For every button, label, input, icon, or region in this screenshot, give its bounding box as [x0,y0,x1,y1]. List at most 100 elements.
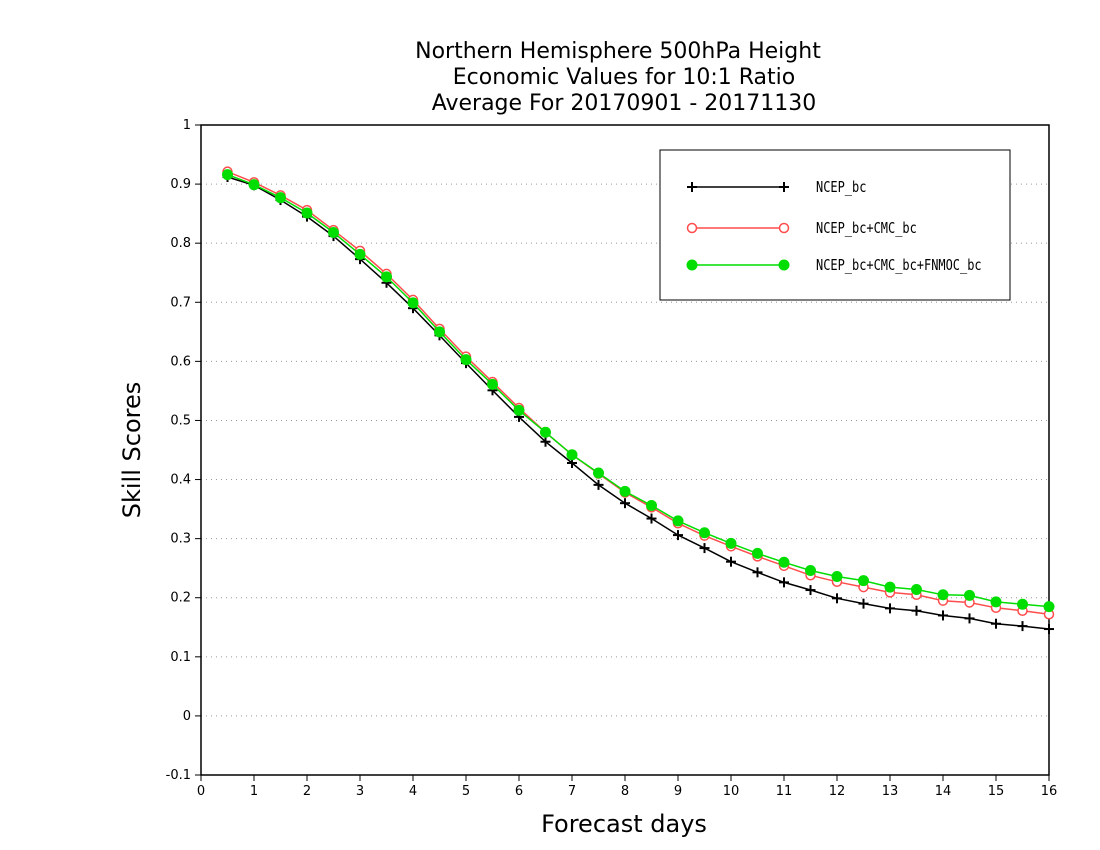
chart-title: Northern Hemisphere 500hPa Height Econom… [415,39,821,116]
data-point [858,575,869,587]
legend: NCEP_bc NCEP_bc+CMC_bc NCEP_bc+CMC_bc+FNMO… [659,149,1011,301]
legend-label: NCEP_bc+CMC_bc [816,219,917,237]
data-point [752,567,763,578]
data-point [646,513,657,524]
chart-title-line-3: Average For 20170901 - 20171130 [432,91,817,116]
x-tick-label: 7 [568,784,576,799]
x-tick-label: 12 [829,784,846,799]
y-tick-label: 0.2 [170,591,191,606]
legend-marker [686,259,698,271]
y-tick-label: -0.1 [166,768,191,783]
data-point [911,583,922,595]
series-layer [222,166,1055,635]
legend-marker [686,222,698,234]
data-point [964,589,975,601]
legend-marker [778,222,790,234]
x-tick-label: 11 [776,784,793,799]
data-point [540,426,551,438]
data-point [646,500,657,512]
data-point [805,565,816,577]
data-point [222,169,233,181]
y-tick-label: 0.9 [170,177,191,192]
chart-title-line-2: Economic Values for 10:1 Ratio [453,65,795,90]
data-point [699,527,710,539]
legend-item: NCEP_bc+CMC_bc [686,219,917,237]
data-point [407,297,419,309]
x-tick-label: 6 [515,784,523,799]
data-point [619,485,631,497]
y-tick-label: 0.4 [170,473,191,488]
data-point [725,537,737,549]
data-point [593,467,604,479]
legend-box [659,149,1011,301]
x-tick-label: 0 [197,784,205,799]
legend-marker [779,182,789,192]
chart-title-line-1: Northern Hemisphere 500hPa Height [415,39,821,64]
data-point [673,530,683,541]
data-point [540,436,551,447]
data-point [937,589,949,601]
legend-item: NCEP_bc+CMC_bc+FNMOC_bc [686,256,982,274]
data-point [964,613,975,624]
data-point [275,192,286,204]
legend-marker [687,182,697,192]
x-tick-label: 3 [356,784,364,799]
x-tick-label: 10 [723,784,740,799]
x-tick-label: 8 [621,784,629,799]
data-point [328,227,339,239]
data-point [911,605,922,616]
x-tick-label: 2 [303,784,311,799]
data-point [672,515,684,527]
y-axis-label: Skill Scores [118,382,146,519]
data-point [1043,601,1055,613]
data-point [301,207,313,219]
y-tick-label: 0.7 [170,295,191,310]
x-axis: 0 1 2 3 4 5 6 7 8 9 10 11 12 13 14 15 16 [197,775,1057,799]
y-tick-label: 0.3 [170,532,191,547]
legend-marker [778,259,790,271]
series-3 [222,169,1055,613]
legend-label: NCEP_bc [816,178,866,196]
data-point [726,556,736,567]
legend-label: NCEP_bc+CMC_bc+FNMOC_bc [816,256,982,274]
data-point [381,271,392,283]
data-point [513,404,525,416]
x-axis-label: Forecast days [541,810,707,838]
data-point [778,556,790,568]
data-point [699,543,710,554]
data-point [248,179,260,191]
x-tick-label: 1 [250,784,258,799]
data-point [832,593,842,604]
data-point [593,479,604,490]
y-tick-label: 0.1 [170,650,191,665]
data-point [434,326,445,338]
data-point [884,581,896,593]
data-point [831,570,843,582]
y-tick-label: 1 [183,118,191,133]
data-point [805,585,816,596]
y-tick-label: 0.8 [170,236,191,251]
data-point [460,354,472,366]
x-tick-label: 4 [409,784,417,799]
data-point [1017,598,1028,610]
legend-item: NCEP_bc [687,178,866,196]
data-point [620,498,630,509]
data-point [858,598,869,609]
x-tick-label: 9 [674,784,682,799]
x-tick-label: 14 [935,784,952,799]
data-point [752,547,763,559]
data-point [487,378,498,390]
y-axis: -0.1 0 0.1 0.2 0.3 0.4 0.5 0.6 0.7 0.8 0.9 1 [166,118,201,783]
data-point [779,577,789,588]
y-tick-label: 0.6 [170,354,191,369]
data-point [885,603,895,614]
data-point [991,618,1001,629]
y-tick-label: 0 [183,709,191,724]
data-point [990,596,1002,608]
data-point [1017,621,1028,632]
data-point [566,449,578,461]
x-tick-label: 15 [988,784,1005,799]
data-point [354,248,366,260]
x-tick-label: 16 [1041,784,1058,799]
